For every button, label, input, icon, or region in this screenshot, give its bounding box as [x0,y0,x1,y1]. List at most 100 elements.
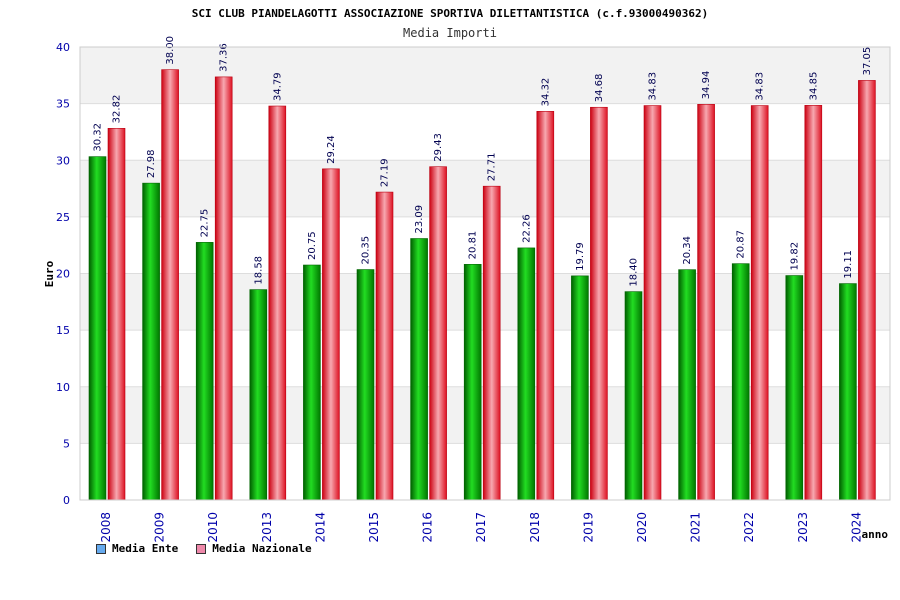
bars [88,69,876,501]
y-tick-label: 0 [63,494,70,507]
bar-media-ente [356,269,375,501]
bar-media-ente [731,263,750,501]
x-axis-label: anno [862,528,889,541]
bar-media-ente [571,275,589,501]
legend-label-nazionale: Media Nazionale [212,542,312,555]
x-tick-label: 2018 [528,512,542,543]
y-tick-label: 15 [56,324,70,337]
y-tick-label: 25 [56,211,70,224]
data-label: 34.85 [808,72,819,101]
data-label: 29.24 [326,135,337,164]
chart-subtitle: Media Importi [403,26,497,40]
data-label: 22.75 [200,209,211,238]
x-tick-label: 2019 [581,512,595,543]
bar-media-ente [195,242,214,501]
bar-media-nazionale [161,69,179,501]
data-label: 19.11 [843,250,854,279]
bar-media-ente [785,275,804,501]
data-labels: 30.32 32.82 27.98 38.00 22.75 37.36 18.58 34.79… [93,36,873,287]
y-tick-label: 20 [56,268,70,281]
x-tick-label: 2014 [313,512,327,543]
legend-swatch-ente [96,543,106,554]
bar-media-nazionale [590,106,608,501]
x-tick-label: 2016 [421,512,435,543]
bar-media-nazionale [804,105,823,501]
data-label: 29.43 [433,133,444,162]
bar-media-ente [303,264,321,501]
bar-media-ente [624,291,643,501]
x-tick-label: 2009 [153,512,167,543]
bar-media-nazionale [429,166,447,501]
bar-media-nazionale [697,104,715,501]
y-tick-label: 30 [56,154,70,167]
data-label: 34.83 [755,72,766,101]
x-tick-label: 2017 [474,512,488,543]
bar-media-nazionale [643,105,662,501]
bar-media-nazionale [322,168,340,501]
data-label: 19.82 [789,242,800,271]
x-tick-label: 2020 [635,512,649,543]
data-label: 34.83 [648,72,659,101]
data-label: 27.71 [487,153,498,182]
legend-item-ente: Media Ente [96,542,178,555]
data-label: 37.36 [219,43,230,72]
legend-swatch-nazionale [196,543,207,554]
bar-media-ente [839,283,857,501]
data-label: 30.32 [93,123,104,152]
data-label: 20.75 [307,231,318,260]
x-tick-label: 2023 [796,512,810,543]
bar-media-ente [249,289,268,501]
data-label: 34.68 [594,74,605,103]
data-label: 34.79 [272,72,283,101]
x-axis-ticks: 2008 2009 2010 2013 2014 2015 2016 2017 2018 2019… [99,512,863,543]
legend-item-nazionale: Media Nazionale [196,542,312,555]
legend-label-ente: Media Ente [112,542,179,555]
y-tick-label: 40 [56,41,70,54]
bar-media-nazionale [375,191,394,501]
data-label: 18.40 [629,258,640,287]
data-label: 34.94 [701,71,712,100]
y-tick-label: 5 [63,437,70,450]
x-tick-label: 2008 [99,512,113,543]
bar-media-ente [517,247,536,501]
data-label: 20.87 [736,230,747,259]
bar-media-ente [410,238,428,501]
bar-media-nazionale [858,80,876,501]
data-label: 20.34 [682,236,693,265]
bar-media-ente [88,156,107,501]
x-tick-label: 2015 [367,512,381,543]
data-label: 23.09 [414,205,425,234]
y-tick-label: 10 [56,381,70,394]
y-axis-ticks: 0 5 10 15 20 25 30 35 40 [56,41,70,507]
bar-media-ente [678,269,696,501]
x-tick-label: 2021 [689,512,703,543]
data-label: 19.79 [575,242,586,271]
data-label: 37.05 [862,47,873,76]
x-tick-label: 2022 [742,512,756,543]
bar-media-nazionale [214,76,233,501]
bar-media-nazionale [268,105,287,501]
data-label: 20.35 [361,236,372,265]
x-tick-label: 2010 [206,512,220,543]
bar-media-ente [142,182,160,501]
chart-title: SCI CLUB PIANDELAGOTTI ASSOCIAZIONE SPOR… [192,7,709,20]
bar-media-ente [463,264,482,501]
legend: Media Ente Media Nazionale [96,542,312,555]
bar-media-nazionale [482,185,501,501]
grid-band [80,47,890,104]
x-tick-label: 2013 [260,512,274,543]
data-label: 20.81 [468,231,479,260]
data-label: 18.58 [253,256,264,285]
bar-media-nazionale [536,111,555,501]
plot-frame [79,46,891,501]
y-tick-label: 35 [56,98,70,111]
data-label: 32.82 [112,95,123,124]
y-axis-label: Euro [43,260,56,287]
data-label: 27.98 [146,149,157,178]
data-label: 34.32 [540,78,551,107]
data-label: 38.00 [165,36,176,65]
data-label: 27.19 [380,158,391,187]
x-tick-label: 2024 [849,512,863,543]
data-label: 22.26 [521,214,532,243]
